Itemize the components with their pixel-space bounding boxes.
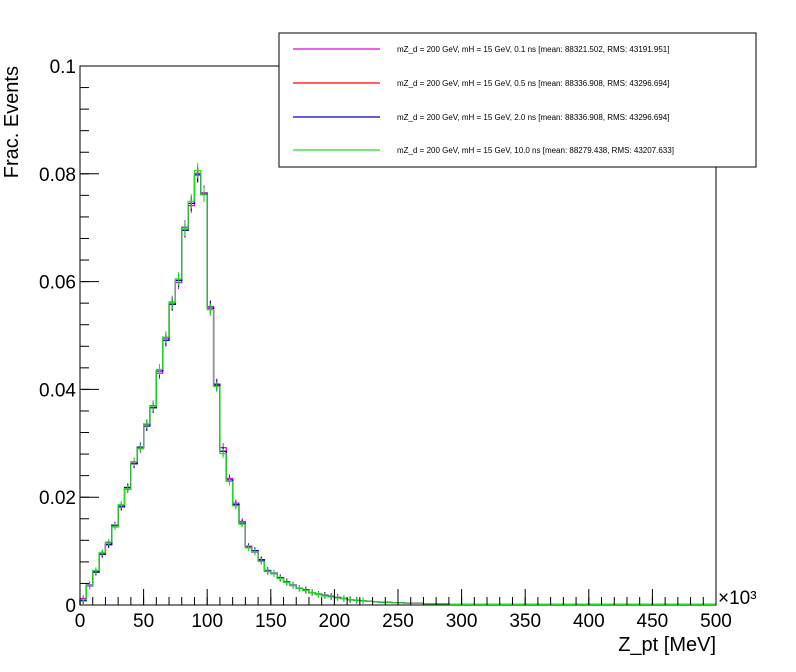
- x-tick-label: 500: [700, 611, 732, 632]
- y-tick-label: 0.08: [39, 165, 76, 186]
- legend: mZ_d = 200 GeV, mH = 15 GeV, 0.1 ns [mea…: [278, 32, 757, 168]
- legend-entry-2: mZ_d = 200 GeV, mH = 15 GeV, 0.5 ns [mea…: [397, 79, 669, 88]
- y-tick-label: 0.1: [50, 57, 76, 78]
- x-tick-label: 50: [133, 611, 154, 632]
- x-axis-multiplier: ×10³: [718, 588, 757, 609]
- series-4: [79, 162, 716, 606]
- x-tick-label: 300: [446, 611, 478, 632]
- x-tick-label: 400: [573, 611, 605, 632]
- y-tick-label: 0.02: [39, 488, 76, 509]
- x-tick-label: 0: [75, 611, 86, 632]
- x-tick-label: 200: [319, 611, 351, 632]
- y-tick-label: 0.04: [39, 380, 76, 401]
- y-axis-title: Frac. Events: [1, 66, 23, 178]
- y-tick-label: 0.06: [39, 273, 76, 294]
- x-tick-label: 150: [255, 611, 287, 632]
- legend-entry-3: mZ_d = 200 GeV, mH = 15 GeV, 2.0 ns [mea…: [397, 113, 669, 122]
- y-tick-label: 0: [65, 596, 76, 617]
- axes-layer: 0 50 100 150 200 250 300 350 400 450 500 0 0.02 0.04 0…: [39, 57, 732, 632]
- x-tick-label: 250: [382, 611, 414, 632]
- series-line-4: [79, 169, 716, 606]
- legend-box: [278, 32, 757, 168]
- x-tick-label: 450: [637, 611, 669, 632]
- legend-entry-1: mZ_d = 200 GeV, mH = 15 GeV, 0.1 ns [mea…: [397, 45, 669, 54]
- series-layer: [79, 162, 716, 606]
- legend-entry-4: mZ_d = 200 GeV, mH = 15 GeV, 10.0 ns [me…: [397, 146, 674, 155]
- x-tick-label: 350: [509, 611, 541, 632]
- x-tick-label: 100: [191, 611, 223, 632]
- x-axis-title: Z_pt [MeV]: [618, 634, 716, 656]
